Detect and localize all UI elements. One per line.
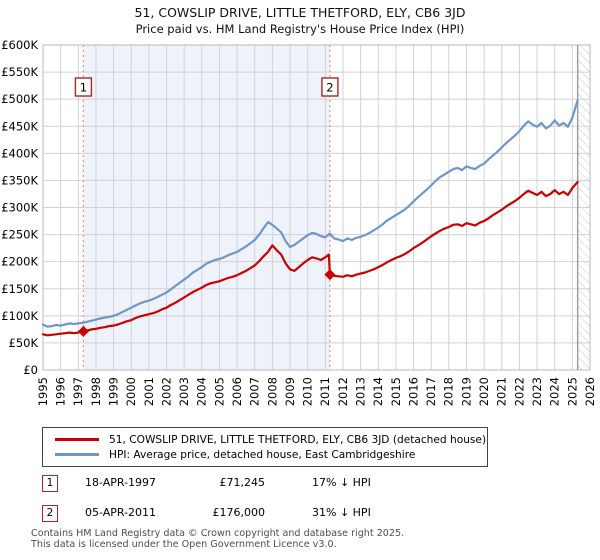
hpi-line-swatch bbox=[55, 453, 99, 456]
chart-marker-box-1 bbox=[74, 77, 93, 97]
svg-text:2006: 2006 bbox=[230, 377, 244, 406]
svg-text:1995: 1995 bbox=[36, 377, 50, 406]
svg-text:1999: 1999 bbox=[106, 377, 120, 406]
svg-text:2014: 2014 bbox=[371, 377, 385, 406]
svg-text:1: 1 bbox=[80, 81, 87, 95]
chart-marker-box-2 bbox=[321, 77, 339, 97]
svg-text:2021: 2021 bbox=[495, 377, 509, 406]
svg-text:2022: 2022 bbox=[512, 377, 526, 406]
x-axis-labels: 1995 1996 1997 1998 1999 2000 2001 2002 2003 2004… bbox=[36, 377, 597, 406]
svg-text:2015: 2015 bbox=[389, 377, 403, 406]
svg-text:£450K: £450K bbox=[1, 119, 38, 133]
svg-text:2002: 2002 bbox=[159, 377, 173, 406]
svg-text:2008: 2008 bbox=[265, 377, 279, 406]
chart-legend: 51, COWSLIP DRIVE, LITTLE THETFORD, ELY,… bbox=[42, 427, 488, 467]
transaction-date: 05-APR-2011 bbox=[85, 506, 157, 519]
legend-label: HPI: Average price, detached house, East… bbox=[109, 448, 416, 461]
svg-text:£0: £0 bbox=[23, 363, 38, 377]
svg-text:£50K: £50K bbox=[9, 336, 39, 350]
price-history-chart: 1995 1996 1997 1998 1999 2000 2001 2002 2003 2004… bbox=[1, 38, 597, 406]
plot-border bbox=[42, 44, 591, 371]
transaction-row-2: 2 05-APR-2011 £176,000 31% ↓ HPI bbox=[0, 505, 600, 523]
svg-text:2011: 2011 bbox=[318, 377, 332, 406]
legend-label: 51, COWSLIP DRIVE, LITTLE THETFORD, ELY,… bbox=[109, 433, 487, 446]
property-line-swatch bbox=[55, 438, 99, 441]
svg-text:2010: 2010 bbox=[301, 377, 315, 406]
svg-text:2024: 2024 bbox=[548, 377, 562, 406]
svg-text:£200K: £200K bbox=[1, 255, 38, 269]
transaction-row-1: 1 18-APR-1997 £71,245 17% ↓ HPI bbox=[0, 475, 600, 493]
svg-text:2003: 2003 bbox=[177, 377, 191, 406]
transaction-hpi-delta: 17% ↓ HPI bbox=[312, 476, 371, 489]
svg-text:2026: 2026 bbox=[583, 377, 597, 406]
hpi-line bbox=[41, 99, 579, 328]
svg-text:2000: 2000 bbox=[124, 377, 138, 406]
transaction-price: £71,245 bbox=[219, 476, 266, 489]
svg-text:2005: 2005 bbox=[212, 377, 226, 406]
transaction-hpi-delta: 31% ↓ HPI bbox=[312, 506, 371, 519]
footer-line-1: Contains HM Land Registry data © Crown c… bbox=[31, 528, 405, 539]
svg-text:£600K: £600K bbox=[1, 38, 38, 52]
svg-text:2: 2 bbox=[326, 81, 333, 95]
page-title: 51, COWSLIP DRIVE, LITTLE THETFORD, ELY,… bbox=[134, 5, 466, 20]
transaction-marker-1: 1 bbox=[42, 475, 58, 492]
svg-text:£500K: £500K bbox=[1, 92, 38, 106]
property-price-line bbox=[41, 180, 579, 337]
svg-text:1997: 1997 bbox=[71, 377, 85, 406]
svg-text:2018: 2018 bbox=[442, 377, 456, 406]
svg-text:2001: 2001 bbox=[142, 377, 156, 406]
svg-text:2013: 2013 bbox=[354, 377, 368, 406]
sale-point-1 bbox=[77, 325, 89, 337]
svg-text:1996: 1996 bbox=[54, 377, 68, 406]
svg-text:£550K: £550K bbox=[1, 65, 38, 79]
svg-text:£300K: £300K bbox=[1, 201, 38, 215]
svg-text:2017: 2017 bbox=[424, 377, 438, 406]
legend-item-hpi: HPI: Average price, detached house, East… bbox=[49, 447, 481, 462]
svg-text:£400K: £400K bbox=[1, 146, 38, 160]
svg-text:£100K: £100K bbox=[1, 309, 38, 323]
svg-text:1998: 1998 bbox=[89, 377, 103, 406]
svg-text:2009: 2009 bbox=[283, 377, 297, 406]
transaction-marker-2: 2 bbox=[42, 505, 58, 522]
y-axis-labels: £0 £50K £100K £150K £200K £250K £300K £350K £400… bbox=[1, 38, 38, 377]
footer-line-2: This data is licensed under the Open Gov… bbox=[31, 538, 337, 550]
svg-text:2019: 2019 bbox=[459, 377, 473, 406]
svg-text:2016: 2016 bbox=[406, 377, 420, 406]
license-footer: Contains HM Land Registry data © Crown c… bbox=[31, 528, 405, 550]
svg-text:2025: 2025 bbox=[565, 377, 579, 406]
legend-item-property: 51, COWSLIP DRIVE, LITTLE THETFORD, ELY,… bbox=[49, 432, 486, 447]
sale-point-2 bbox=[324, 269, 336, 281]
svg-text:£350K: £350K bbox=[1, 173, 38, 187]
svg-text:2012: 2012 bbox=[336, 377, 350, 406]
page-subtitle: Price paid vs. HM Land Registry's House … bbox=[135, 22, 465, 36]
svg-text:2020: 2020 bbox=[477, 377, 491, 406]
transaction-price: £176,000 bbox=[212, 506, 266, 519]
svg-text:2023: 2023 bbox=[530, 377, 544, 406]
svg-text:£250K: £250K bbox=[1, 228, 38, 242]
transaction-date: 18-APR-1997 bbox=[85, 476, 157, 489]
svg-text:2007: 2007 bbox=[248, 377, 262, 406]
svg-text:2004: 2004 bbox=[195, 377, 209, 406]
svg-text:£150K: £150K bbox=[1, 282, 38, 296]
